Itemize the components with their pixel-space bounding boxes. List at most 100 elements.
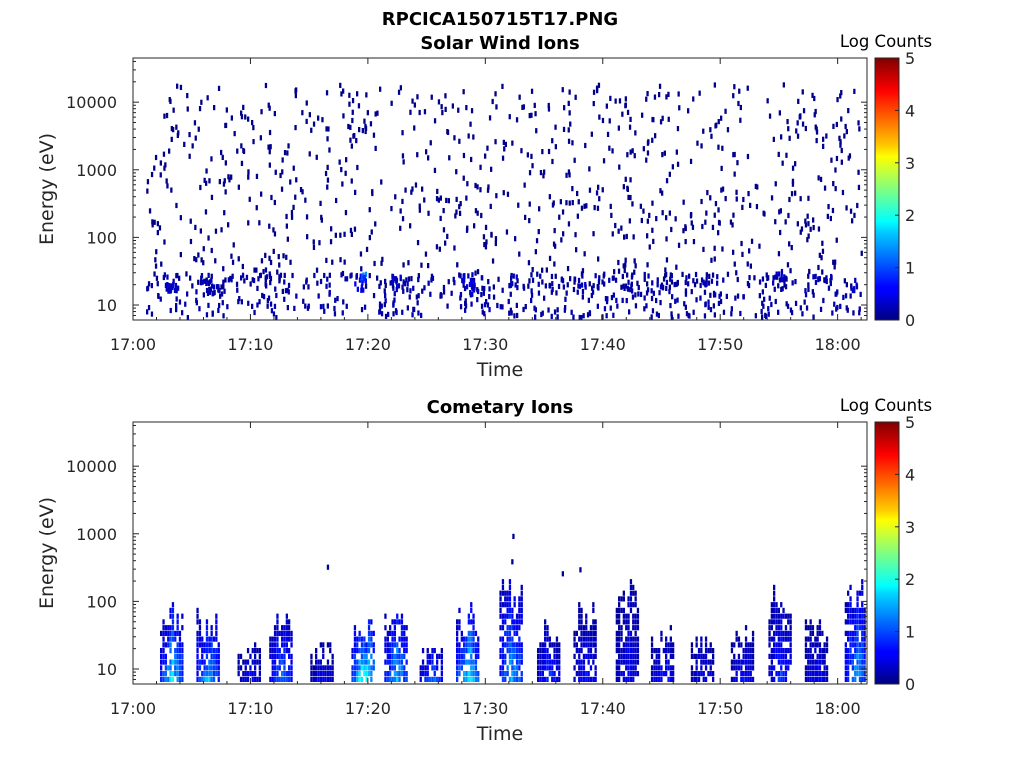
data-cell	[597, 256, 600, 262]
data-cell	[693, 653, 696, 659]
data-cell	[739, 117, 742, 123]
data-cell	[273, 676, 277, 682]
data-cell	[515, 625, 519, 631]
data-cell	[355, 138, 358, 144]
data-cell	[581, 288, 585, 295]
data-cell	[288, 671, 291, 677]
data-cell	[312, 676, 315, 682]
data-cell	[775, 630, 778, 636]
data-cell	[210, 653, 213, 659]
data-cell	[651, 308, 655, 314]
data-cell	[738, 88, 741, 94]
data-cell	[704, 659, 708, 665]
data-cell	[396, 671, 399, 677]
data-cell	[847, 636, 850, 642]
data-cell	[835, 237, 838, 243]
data-cell	[506, 642, 509, 648]
data-cell	[283, 630, 286, 636]
data-cell	[205, 180, 208, 186]
data-cell	[547, 307, 550, 313]
data-cell	[506, 613, 509, 619]
data-cell	[587, 671, 590, 677]
data-cell	[384, 298, 387, 304]
data-cell	[268, 255, 271, 261]
data-cell	[271, 665, 274, 671]
data-cell	[249, 665, 252, 671]
data-cell	[851, 636, 854, 642]
data-cell	[269, 642, 272, 648]
data-cell	[858, 306, 861, 312]
data-cell	[580, 619, 583, 625]
data-cell	[350, 143, 353, 149]
data-cell	[214, 258, 217, 264]
data-cell	[291, 272, 294, 279]
data-cell	[568, 200, 571, 206]
data-cell	[768, 636, 771, 642]
data-cell	[847, 671, 850, 677]
data-cell	[856, 630, 859, 636]
data-cell	[473, 223, 476, 229]
data-cell	[856, 619, 859, 625]
data-cell	[253, 267, 256, 273]
data-cell	[556, 314, 559, 320]
data-cell	[787, 636, 790, 642]
data-cell	[515, 659, 519, 665]
data-cell	[614, 98, 617, 104]
data-cell	[643, 306, 646, 312]
data-cell	[548, 194, 551, 200]
data-cell	[164, 676, 167, 682]
data-cell	[751, 630, 755, 636]
data-cell	[749, 653, 752, 659]
data-cell	[697, 653, 701, 659]
data-cell	[739, 104, 742, 111]
data-cell	[655, 297, 658, 304]
data-cell	[244, 671, 247, 677]
data-cell	[609, 305, 612, 311]
data-cell	[308, 112, 311, 118]
data-cell	[773, 596, 776, 602]
data-cell	[632, 676, 635, 682]
data-cell	[162, 642, 165, 648]
data-cell	[572, 314, 575, 320]
data-cell	[513, 653, 516, 659]
data-cell	[221, 154, 224, 160]
data-cell	[733, 151, 736, 158]
data-cell	[646, 287, 650, 293]
data-cell	[629, 671, 633, 677]
data-cell	[787, 126, 790, 132]
x-tick-label: 17:10	[227, 699, 273, 718]
data-cell	[392, 311, 395, 317]
data-cell	[780, 613, 783, 619]
data-cell	[847, 602, 850, 608]
data-cell	[627, 642, 630, 648]
data-cell	[662, 276, 666, 282]
data-cell	[241, 263, 244, 270]
data-cell	[539, 170, 543, 176]
data-cell	[511, 607, 514, 613]
data-cell	[816, 671, 819, 677]
data-cell	[749, 659, 752, 665]
data-cell	[162, 619, 165, 625]
data-cell	[513, 602, 516, 608]
data-cell	[273, 111, 276, 117]
data-cell	[183, 141, 186, 147]
data-cell	[268, 105, 271, 111]
data-cell	[421, 648, 425, 654]
data-cell	[851, 630, 854, 636]
data-cell	[660, 630, 663, 636]
data-cell	[456, 642, 459, 648]
data-cell	[730, 659, 734, 665]
data-cell	[819, 306, 823, 312]
data-cell	[396, 659, 399, 665]
data-cell	[542, 173, 545, 179]
data-cell	[682, 228, 685, 234]
data-cell	[278, 630, 281, 636]
data-cell	[151, 222, 154, 228]
data-cell	[768, 671, 771, 677]
data-cell	[169, 665, 172, 671]
data-cell	[863, 636, 866, 642]
data-cell	[580, 665, 583, 671]
data-cell	[733, 642, 736, 648]
data-cell	[326, 184, 329, 190]
